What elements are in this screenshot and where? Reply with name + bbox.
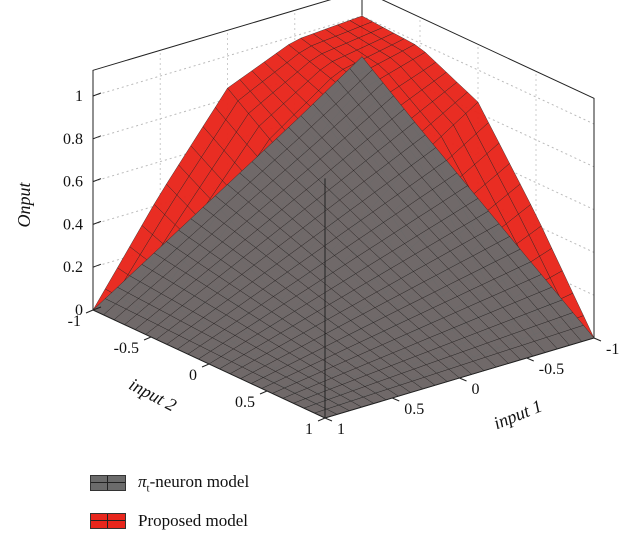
z-tick <box>92 306 102 311</box>
z-tick <box>92 263 102 268</box>
y-tick-label: -0.5 <box>114 340 139 357</box>
y-axis-label: input 2 <box>126 374 180 415</box>
x-tick-label: 1 <box>337 421 345 438</box>
x-tick-label: 0.5 <box>404 401 424 418</box>
z-tick-label: 0.2 <box>63 259 83 276</box>
y-tick <box>143 336 152 341</box>
legend-item-proposed: Proposed model <box>90 508 249 534</box>
y-tick <box>317 417 326 422</box>
x-tick-label: -1 <box>606 341 619 358</box>
x-tick <box>526 357 534 362</box>
z-tick <box>92 92 102 97</box>
z-tick <box>92 135 102 140</box>
legend-swatch-red <box>90 513 126 529</box>
z-axis-label: Onput <box>14 182 34 228</box>
y-tick-label: -1 <box>68 313 81 330</box>
z-tick-label: 0.4 <box>63 216 83 233</box>
legend-label-pi-t-neuron: πt-neuron model <box>138 471 250 495</box>
z-tick-label: 0 <box>75 302 83 319</box>
z-tick-label: 0.6 <box>63 174 83 191</box>
x-tick-label: -0.5 <box>539 361 564 378</box>
y-tick-label: 1 <box>305 421 313 438</box>
legend: πt-neuron model Proposed model <box>90 470 249 535</box>
surface-plot: 0 0.2 0.4 0.6 0.8 1 -1 -0.5 0 0.5 1 1 0.5 0 -0.5 -1 Onpu… <box>14 0 619 438</box>
legend-item-pi-t-neuron: πt-neuron model <box>90 470 249 496</box>
y-tick-label: 0 <box>189 367 197 384</box>
z-tick <box>92 220 102 225</box>
x-axis-label: input 1 <box>491 396 545 433</box>
y-tick <box>259 390 268 395</box>
legend-swatch-gray <box>90 475 126 491</box>
y-tick-label: 0.5 <box>235 394 255 411</box>
x-tick <box>392 397 400 402</box>
z-tick-label: 1 <box>75 88 83 105</box>
x-tick-label: 0 <box>472 381 480 398</box>
y-tick <box>85 309 94 314</box>
x-tick <box>593 337 602 342</box>
z-tick-label: 0.8 <box>63 131 83 148</box>
z-tick <box>92 178 102 183</box>
x-tick <box>459 377 467 382</box>
x-tick <box>324 417 333 422</box>
y-tick <box>201 363 210 368</box>
legend-label-proposed: Proposed model <box>138 511 249 530</box>
